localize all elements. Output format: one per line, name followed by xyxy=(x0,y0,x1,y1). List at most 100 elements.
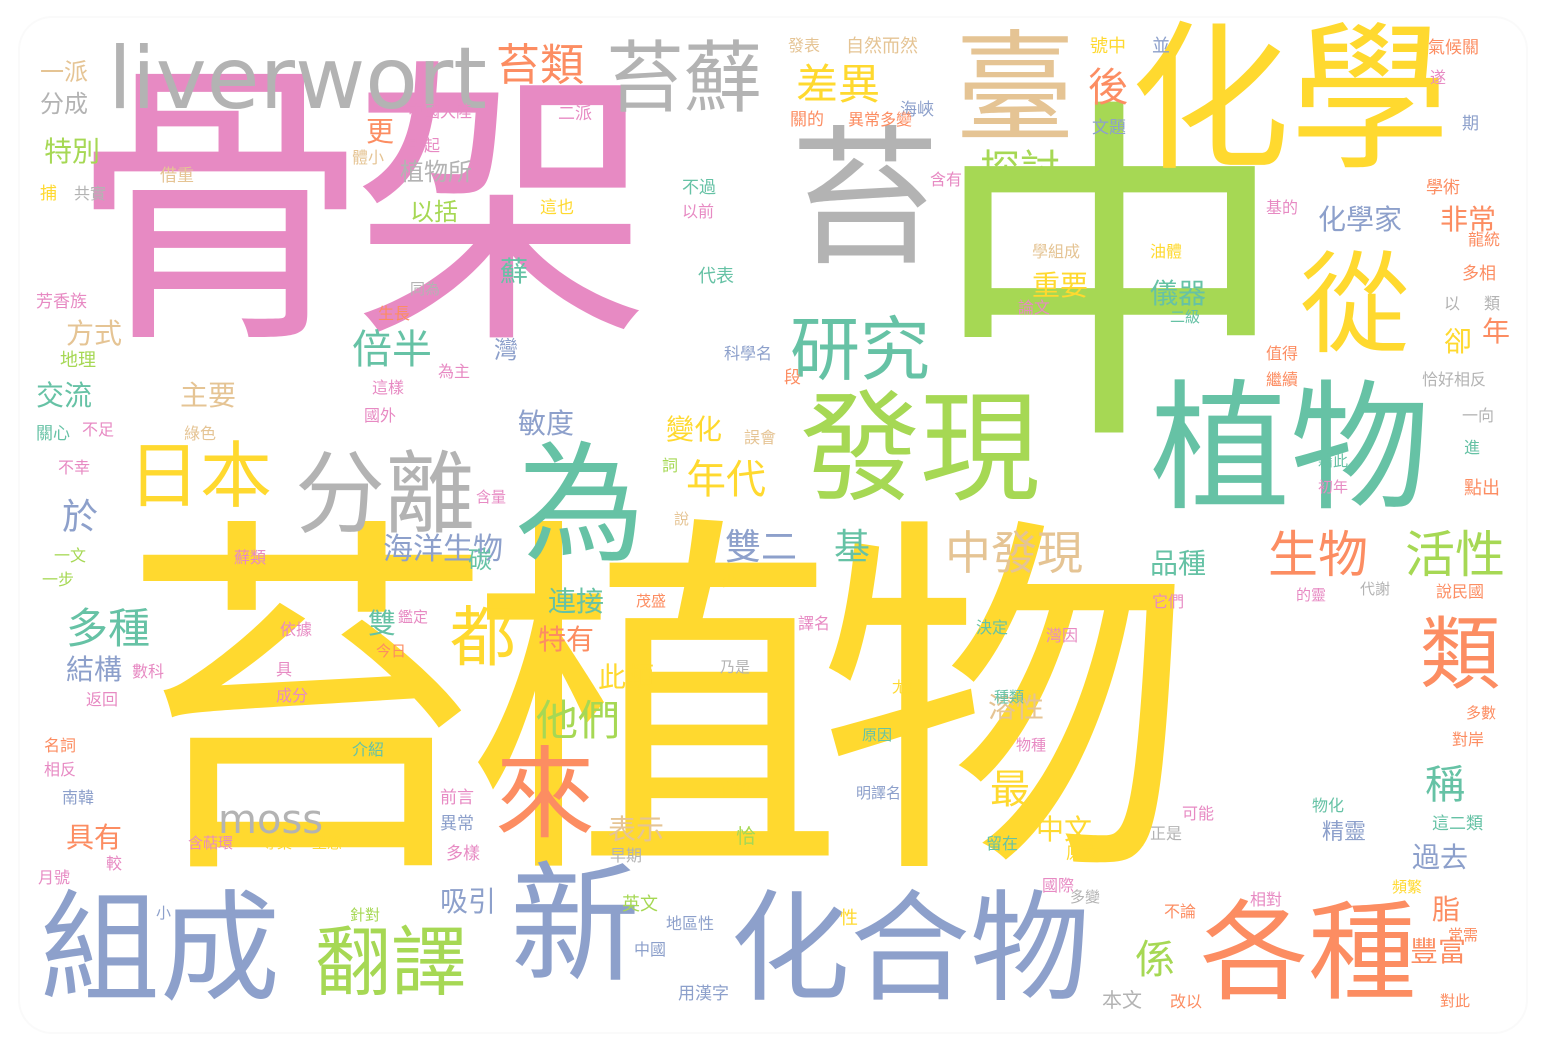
word-32: 多種 xyxy=(66,604,151,653)
word-52: 吸引 xyxy=(440,885,497,918)
word-62: 交流 xyxy=(36,379,93,412)
word-31: 年代 xyxy=(686,457,766,503)
word-135: 乃是 xyxy=(720,658,751,676)
word-19: 來 xyxy=(495,736,595,853)
word-97: 學組成 xyxy=(1032,242,1081,261)
word-76: 年 xyxy=(1482,315,1511,348)
word-108: 這樣 xyxy=(372,378,405,397)
word-186: 說民國 xyxy=(1436,582,1485,601)
word-96: 含有 xyxy=(930,170,963,189)
word-194: 共實 xyxy=(74,184,107,203)
word-0: 骨架 xyxy=(70,35,652,384)
word-115: 綠色 xyxy=(184,424,217,443)
word-38: 雙二 xyxy=(725,527,798,568)
word-149: 明譯名 xyxy=(856,784,902,802)
word-103: 論文 xyxy=(1018,298,1051,317)
word-183: 初年 xyxy=(1318,478,1349,496)
word-100: 以 xyxy=(1444,294,1461,313)
word-165: 針對 xyxy=(350,906,381,924)
word-127: 依據 xyxy=(280,620,313,639)
word-104: 二級 xyxy=(1170,308,1201,326)
word-144: 月號 xyxy=(38,868,71,887)
word-181: 點出 xyxy=(1464,478,1500,499)
word-185: 代謝 xyxy=(1360,580,1391,598)
word-24: 後 xyxy=(1088,65,1128,111)
word-16: 新 xyxy=(510,849,641,1001)
word-61: 主要 xyxy=(180,379,237,412)
word-128: 鑑定 xyxy=(398,608,429,626)
word-44: 品種 xyxy=(1150,547,1207,580)
word-167: 地區性 xyxy=(666,914,715,933)
word-122: 一步 xyxy=(42,570,75,589)
word-79: 發表 xyxy=(788,36,821,55)
word-23: 差異 xyxy=(796,60,881,109)
word-34: moss xyxy=(218,797,324,843)
word-136: 尤其 xyxy=(892,678,923,696)
word-140: 介紹 xyxy=(352,740,385,759)
word-191: 繼續 xyxy=(1266,370,1299,389)
word-188: 灣因 xyxy=(1046,626,1079,645)
word-139: 相反 xyxy=(44,760,77,779)
word-66: 一派 xyxy=(40,58,88,86)
word-155: 早期 xyxy=(610,846,643,865)
word-50: 具有 xyxy=(66,821,123,854)
word-198: 同為 xyxy=(410,280,441,298)
word-141: 原因 xyxy=(862,726,893,744)
word-114: 不足 xyxy=(82,420,115,439)
word-143: 南韓 xyxy=(62,788,95,807)
word-178: 恰好相反 xyxy=(1422,370,1487,389)
word-87: 文題 xyxy=(1092,118,1126,138)
word-80: 號中 xyxy=(1090,36,1126,57)
word-10: 從 xyxy=(1300,241,1410,369)
word-172: 用漢字 xyxy=(678,984,729,1004)
word-4: 苔 xyxy=(790,113,941,287)
word-57: 脂 xyxy=(1432,893,1461,926)
word-112: 地理 xyxy=(60,350,96,371)
word-132: 具 xyxy=(276,660,293,679)
word-137: 種類 xyxy=(994,688,1025,706)
word-73: 蘚 xyxy=(500,255,529,288)
word-154: 多樣 xyxy=(446,844,480,864)
word-9: 植物 xyxy=(1150,368,1431,531)
word-197: 引起 xyxy=(408,136,441,155)
word-150: 官能 xyxy=(720,780,751,798)
word-192: 值得 xyxy=(1266,344,1299,363)
word-85: 關的 xyxy=(790,110,824,130)
word-14: 研究 xyxy=(790,309,930,391)
word-21: 都 xyxy=(450,599,516,676)
word-17: 化合物 xyxy=(730,880,1090,1019)
word-147: 專業 xyxy=(262,834,293,852)
word-72: 雙 xyxy=(368,607,397,640)
word-60: 敏度 xyxy=(518,407,575,440)
word-28: 活性 xyxy=(1405,526,1505,584)
word-1: 苔植物 xyxy=(120,489,1193,925)
word-2: 中 xyxy=(930,70,1290,489)
word-180: 進 xyxy=(1464,438,1481,457)
word-7: 苔蘚 xyxy=(606,34,763,124)
word-59: 變化 xyxy=(666,413,723,446)
word-148: 型態 xyxy=(312,834,343,852)
cloud-frame xyxy=(18,16,1528,1034)
word-184: 的靈 xyxy=(1296,586,1327,604)
word-118: 含量 xyxy=(476,488,507,506)
word-92: 借重 xyxy=(160,166,194,186)
word-8: 發現 xyxy=(800,380,1040,519)
word-69: 更 xyxy=(366,115,395,148)
word-18: 各種 xyxy=(1200,891,1417,1016)
word-110: 國外 xyxy=(364,406,397,425)
word-109: 段 xyxy=(784,368,801,388)
word-99: 多相 xyxy=(1462,264,1496,284)
word-12: 分離 xyxy=(295,442,475,547)
word-129: 決定 xyxy=(976,618,1009,637)
word-86: 異常多變 xyxy=(848,110,913,129)
word-53: 過去 xyxy=(1412,841,1469,874)
word-30: 類 xyxy=(1420,608,1500,701)
word-174: 相對 xyxy=(1250,890,1283,909)
word-68: 以括 xyxy=(410,198,458,226)
word-116: 誤會 xyxy=(744,428,777,447)
word-187: 它們 xyxy=(1152,592,1185,611)
word-46: 特有 xyxy=(538,623,595,656)
word-49: 結構 xyxy=(66,653,123,686)
word-93: 不過 xyxy=(682,178,716,198)
